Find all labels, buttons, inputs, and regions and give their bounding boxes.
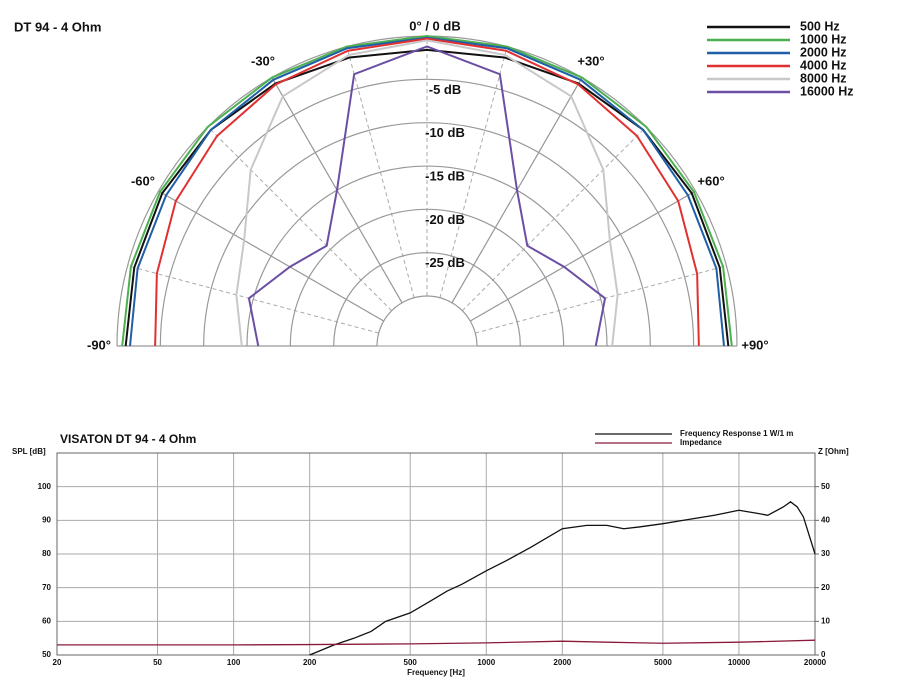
legend-label: Impedance (680, 438, 722, 447)
legend-label: 1000 Hz (800, 32, 847, 46)
series-line (309, 501, 816, 656)
angle-label: +90° (741, 337, 768, 352)
x-tick-label: 2000 (553, 658, 571, 667)
radial-grid-line (246, 165, 608, 347)
angle-label: +30° (577, 53, 604, 68)
angle-label: +60° (697, 173, 724, 188)
radial-label: -5 dB (429, 82, 462, 97)
polar-line (154, 37, 700, 347)
x-tick-label: 10000 (728, 658, 751, 667)
angle-label: -90° (87, 337, 111, 352)
legend-label: 8000 Hz (800, 71, 847, 85)
polar-line (121, 34, 733, 347)
series-line (57, 639, 816, 646)
x-tick-label: 50 (153, 658, 162, 667)
legend-label: 500 Hz (800, 19, 840, 33)
x-tick-label: 1000 (477, 658, 495, 667)
polar-line (124, 48, 730, 347)
angle-label: -30° (251, 53, 275, 68)
chart-title: DT 94 - 4 Ohm (14, 19, 101, 34)
polar-line (247, 45, 607, 347)
angle-label: -60° (131, 173, 155, 188)
x-tick-label: 20 (53, 658, 62, 667)
x-axis-label: Frequency [Hz] (407, 668, 465, 677)
y-tick-label: 50 (42, 650, 51, 659)
radial-grid-line (289, 208, 565, 347)
radial-grid-line (333, 252, 521, 347)
y-tick-label: 90 (42, 515, 51, 524)
y2-axis-label: Z [Ohm] (818, 447, 849, 456)
radial-grid-line (159, 78, 695, 347)
radial-grid-line (203, 122, 651, 347)
y2-tick-label: 30 (821, 549, 830, 558)
y2-tick-label: 20 (821, 583, 830, 592)
top-label: 0° / 0 dB (409, 18, 460, 33)
legend-label: 2000 Hz (800, 45, 847, 59)
legend-label: 16000 Hz (800, 84, 854, 98)
polar-line (235, 39, 619, 347)
radial-label: -25 dB (425, 255, 465, 270)
y-tick-label: 100 (38, 482, 52, 491)
y-tick-label: 70 (42, 583, 51, 592)
radial-label: -10 dB (425, 125, 465, 140)
y2-tick-label: 50 (821, 482, 830, 491)
y2-tick-label: 0 (821, 650, 826, 659)
legend-label: 4000 Hz (800, 58, 847, 72)
x-tick-label: 200 (303, 658, 317, 667)
x-tick-label: 20000 (804, 658, 827, 667)
y2-tick-label: 40 (821, 515, 830, 524)
radial-label: -20 dB (425, 212, 465, 227)
chart-title: VISATON DT 94 - 4 Ohm (60, 432, 196, 446)
inner-circle (376, 295, 478, 347)
legend-label: Frequency Response 1 W/1 m (680, 429, 793, 438)
y-tick-label: 80 (42, 549, 51, 558)
y-axis-label: SPL [dB] (12, 447, 46, 456)
x-tick-label: 500 (404, 658, 418, 667)
y2-tick-label: 10 (821, 616, 830, 625)
y-tick-label: 60 (42, 616, 51, 625)
radial-label: -15 dB (425, 168, 465, 183)
x-tick-label: 100 (227, 658, 241, 667)
x-tick-label: 5000 (654, 658, 672, 667)
